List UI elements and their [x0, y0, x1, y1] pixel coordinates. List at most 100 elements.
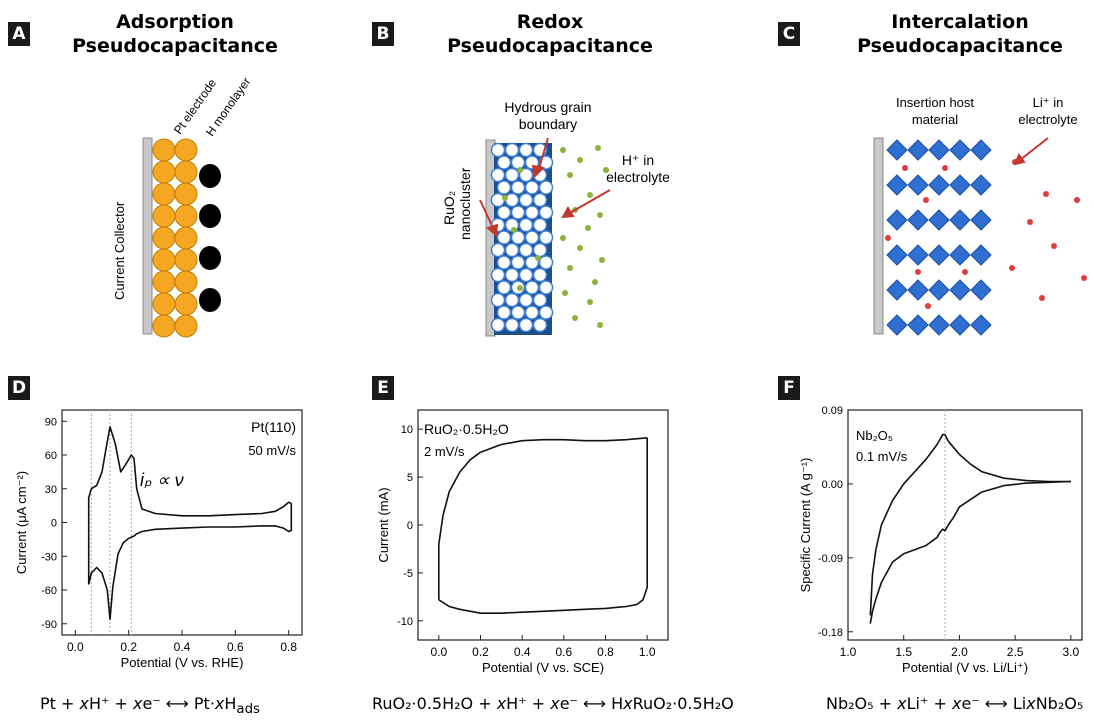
ruo2-sphere [524, 230, 540, 245]
chart-annotation: 0.1 mV/s [856, 449, 908, 464]
ruo2-sphere [490, 142, 506, 158]
ruo2-sphere [496, 280, 512, 295]
proton-dot [585, 225, 591, 231]
panel-c-title-line2: Pseudocapacitance [857, 35, 1063, 57]
li-dot [1039, 295, 1045, 301]
li-dot [942, 165, 948, 171]
proton-dot [517, 285, 523, 291]
ruo2-sphere [496, 230, 512, 245]
host-diamond [949, 279, 971, 301]
x-tick-label: 0.4 [174, 640, 191, 654]
x-tick-label: 1.0 [840, 645, 857, 659]
ruo2-sphere [504, 267, 520, 283]
series-line [438, 437, 648, 614]
eq-d-part-c: e⁻ ⟷ Pt· [142, 694, 215, 713]
ruo2-sphere [518, 142, 534, 158]
ruo2-sphere [518, 217, 534, 233]
y-tick-label: 0.09 [822, 405, 843, 417]
ruo2-sphere [538, 305, 554, 320]
ruo2-sphere [490, 292, 506, 308]
proton-dot [603, 167, 609, 173]
pt-electrode-atoms [152, 138, 198, 338]
host-diamond [886, 244, 908, 266]
panel-letter-b: B [372, 22, 394, 46]
chart-annotation: RuO₂·0.5H₂O [424, 421, 509, 437]
host-diamond [886, 314, 908, 336]
x-tick-label: 0.6 [227, 640, 244, 654]
y-tick-label: 5 [407, 472, 413, 484]
x-axis-label: Potential (V vs. RHE) [121, 655, 244, 670]
eq-d-x1: x [79, 694, 89, 713]
eq-f-x3: x [1026, 694, 1036, 713]
eq-e-x3: x [623, 694, 633, 713]
x-tick-label: 0.0 [67, 640, 84, 654]
x-axis-label: Potential (V vs. SCE) [482, 660, 604, 675]
label-li-in: Li⁺ in [1033, 95, 1064, 110]
y-tick-label: -10 [397, 616, 413, 628]
y-axis-label: Current (μA cm⁻²) [14, 471, 29, 574]
label-nanocluster: nanocluster [457, 167, 473, 240]
eq-e-part-a: RuO₂·0.5H₂O + [372, 694, 497, 713]
ruo2-sphere [518, 242, 534, 258]
panel-letter-a: A [8, 22, 30, 46]
chart-frame [847, 409, 1083, 641]
panel-a-title-line2: Pseudocapacitance [72, 35, 278, 57]
proton-dot [599, 257, 605, 263]
y-tick-label: 0 [407, 520, 413, 532]
host-diamond [928, 314, 950, 336]
li-dot [962, 269, 968, 275]
li-dot [915, 269, 921, 275]
x-tick-label: 0.2 [120, 640, 137, 654]
li-dot [885, 235, 891, 241]
proton-dot [587, 299, 593, 305]
label-hydrous-grain: Hydrous grain [504, 99, 591, 115]
x-tick-label: 3.0 [1063, 645, 1080, 659]
chart-annotation: Nb₂O₅ [856, 428, 893, 443]
host-diamond [907, 139, 929, 161]
eq-f-part-d: Nb₂O₅ [1035, 694, 1084, 713]
ruo2-sphere [496, 155, 512, 170]
ruo2-sphere [490, 267, 506, 283]
chart-annotation: Pt(110) [251, 419, 296, 435]
host-diamond [928, 209, 950, 231]
h-atom [199, 164, 221, 188]
li-ion-dots [885, 159, 1087, 309]
ruo2-sphere [532, 267, 548, 283]
label-boundary: boundary [519, 116, 577, 132]
proton-dot [572, 315, 578, 321]
panel-letter-c: C [778, 22, 800, 46]
proton-dot [567, 172, 573, 178]
eq-d-sub: ads [236, 702, 260, 718]
panel-c-title-line1: Intercalation [891, 11, 1029, 33]
ruo2-sphere [532, 192, 548, 208]
h-atom [199, 288, 221, 312]
host-diamond [928, 279, 950, 301]
equation-e: RuO₂·0.5H₂O + xH⁺ + xe⁻ ⟷ HxRuO₂·0.5H₂O [372, 694, 734, 713]
series-line [869, 433, 1071, 616]
eq-f-x2: x [951, 694, 962, 713]
li-dot [1051, 243, 1057, 249]
series-line [87, 426, 292, 585]
ruo2-sphere [496, 180, 512, 195]
eq-d-part-a: Pt + [40, 694, 80, 713]
host-diamond [907, 279, 929, 301]
eq-d-x3: x [214, 694, 225, 713]
ruo2-sphere [538, 280, 554, 295]
ruo2-sphere [510, 230, 526, 245]
host-diamond [928, 244, 950, 266]
proton-dot [517, 167, 523, 173]
ruo2-sphere [496, 205, 512, 220]
host-diamond [928, 174, 950, 196]
panel-letter-d: D [8, 376, 30, 400]
li-dot [923, 197, 929, 203]
ruo2-sphere [538, 180, 554, 195]
host-diamond [970, 279, 992, 301]
h-monolayer-atoms [199, 164, 221, 312]
eq-f-part-c: e⁻ ⟷ Li [961, 694, 1027, 713]
host-diamond [886, 139, 908, 161]
chart-annotation: 50 mV/s [248, 443, 296, 458]
label-host-material: material [912, 112, 958, 127]
